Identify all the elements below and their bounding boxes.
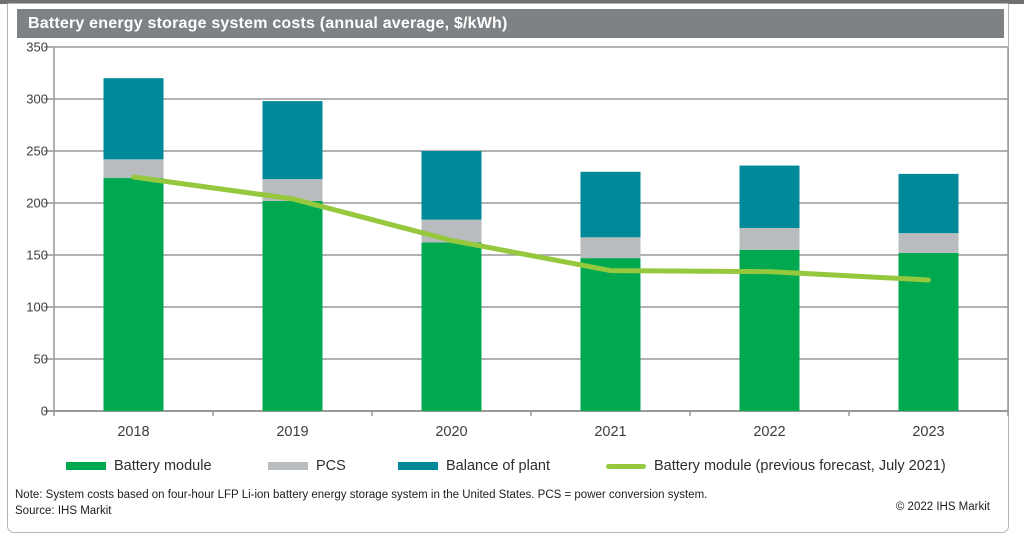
chart-title: Battery energy storage system costs (ann… — [28, 15, 508, 32]
source-text: Source: IHS Markit — [15, 505, 112, 518]
y-axis-label-350: 350 — [26, 40, 48, 55]
y-axis-label-200: 200 — [26, 196, 48, 211]
bar-segment-pcs-2023 — [898, 233, 959, 253]
bar-2022 — [739, 165, 800, 411]
footnote-block: Note: System costs based on four-hour LF… — [15, 487, 875, 520]
legend-swatch-forecast_line-line — [606, 463, 646, 469]
bar-segment-balance_of_plant-2020 — [421, 151, 482, 220]
x-axis-label-2021: 2021 — [594, 424, 626, 440]
chart-panel: Battery energy storage system costs (ann… — [7, 3, 1009, 533]
bar-segment-pcs-2022 — [739, 227, 800, 250]
bar-segment-battery_module-2022 — [739, 249, 800, 411]
legend-label-balance_of_plant: Balance of plant — [446, 458, 550, 474]
legend-label-battery_module: Battery module — [114, 458, 212, 474]
bar-segment-pcs-2018 — [103, 159, 164, 179]
x-axis-label-2020: 2020 — [435, 424, 467, 440]
bar-segment-balance_of_plant-2018 — [103, 78, 164, 160]
chart-legend: Battery module PCS Balance of plant Battery… — [8, 454, 1008, 478]
chart-title-banner: Battery energy storage system costs (ann… — [17, 9, 1004, 38]
bar-2019 — [262, 101, 323, 411]
page-top-border — [0, 0, 1024, 4]
bar-segment-balance_of_plant-2019 — [262, 101, 323, 180]
legend-item-pcs: PCS — [268, 454, 346, 478]
x-axis-label-2018: 2018 — [117, 424, 149, 440]
legend-swatch-balance_of_plant — [398, 462, 438, 470]
legend-item-forecast_line: Battery module (previous forecast, July … — [606, 454, 946, 478]
bar-2020 — [421, 151, 482, 411]
copyright-text: © 2022 IHS Markit — [895, 501, 990, 513]
y-axis-label-300: 300 — [26, 92, 48, 107]
x-axis-label-2019: 2019 — [276, 424, 308, 440]
note-text: Note: System costs based on four-hour LF… — [15, 489, 708, 501]
y-axis-label-100: 100 — [26, 300, 48, 315]
y-axis-label-250: 250 — [26, 144, 48, 159]
forecast-line — [131, 174, 931, 283]
chart-plot-area: 0 50 100 150 200 250 300 350 2018 2019 2020 2021 202… — [26, 40, 1009, 440]
bar-segment-balance_of_plant-2021 — [580, 171, 641, 238]
legend-label-pcs: PCS — [316, 458, 346, 474]
bar-2018 — [103, 78, 164, 411]
bar-2021 — [580, 171, 641, 411]
bar-segment-pcs-2021 — [580, 237, 641, 259]
legend-swatch-pcs — [268, 462, 308, 470]
bar-segment-battery_module-2021 — [580, 258, 641, 411]
x-axis-label-2023: 2023 — [912, 424, 944, 440]
y-axis-label-0: 0 — [41, 404, 48, 419]
legend-item-balance_of_plant: Balance of plant — [398, 454, 550, 478]
gridlines — [44, 46, 1008, 412]
bar-segment-battery_module-2018 — [103, 178, 164, 411]
bar-segment-battery_module-2019 — [262, 200, 323, 411]
y-axis-label-50: 50 — [34, 352, 48, 367]
bar-2023 — [898, 173, 959, 411]
legend-label-forecast_line: Battery module (previous forecast, July … — [654, 458, 946, 474]
x-axis-ticks — [53, 411, 1009, 416]
bar-segment-balance_of_plant-2023 — [898, 173, 959, 234]
bar-segment-balance_of_plant-2022 — [739, 165, 800, 228]
bar-segment-battery_module-2020 — [421, 242, 482, 411]
legend-item-battery_module: Battery module — [66, 454, 212, 478]
legend-swatch-battery_module — [66, 462, 106, 470]
y-axis-label-150: 150 — [26, 248, 48, 263]
x-axis-label-2022: 2022 — [753, 424, 785, 440]
